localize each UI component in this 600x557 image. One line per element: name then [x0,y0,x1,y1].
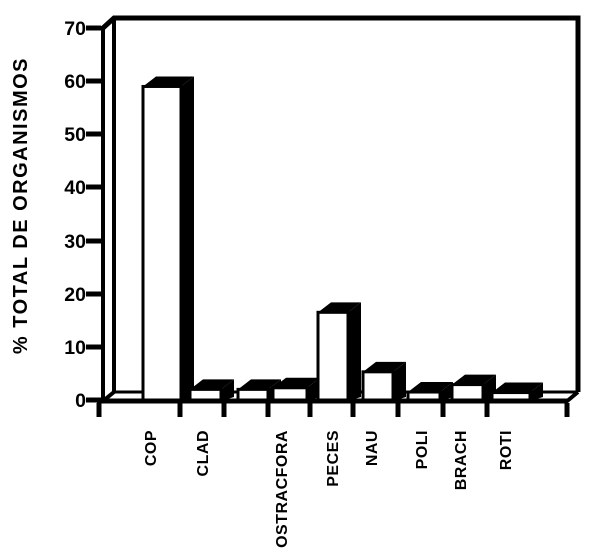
y-tick-label: 50 [64,124,86,146]
y-tick-label: 20 [64,284,86,306]
bar-roti [490,382,543,403]
bar-nau [361,361,406,403]
bars-group [141,76,543,403]
bar-peces [316,302,361,403]
bar-top-shadow [143,76,194,87]
bar-top-shadow [452,374,496,385]
bar-top-shadow [190,379,234,390]
bar-top-shadow [408,382,453,393]
x-axis-label-brach: BRACH [453,430,470,490]
bar-clad [188,379,234,403]
bar-top-shadow [273,377,320,388]
x-axis-label-cop: COP [143,430,160,466]
bar-top-shadow [318,302,361,313]
bar-top-shadow [363,361,406,372]
bar-poli [406,382,453,403]
x-axis-label-ostracfora: OSTRACFORA [274,430,291,548]
y-tick-label: 70 [64,18,86,40]
x-axis-label-roti: ROTI [498,430,515,470]
frame-floor-diagonal-right [564,390,580,404]
y-tick-label: 60 [64,71,86,93]
x-axis-label-poli: POLI [414,430,431,469]
axes-group: 0 10 20 30 40 50 60 70 COP CLAD OSTRACFORA PECES NAU… [64,18,570,548]
bar-side-shadow [348,302,361,401]
bar-brach [450,374,496,403]
y-tick-label: 10 [64,337,86,359]
x-axis-label-clad: CLAD [195,430,212,476]
y-tick-label: 0 [75,390,86,412]
y-tick-label: 30 [64,231,86,253]
frame-back-wall [101,15,581,392]
bar-face [361,370,395,403]
bar-face [141,84,183,403]
y-axis-title: % TOTAL DE ORGANISMOS [10,57,32,354]
bar-cop [141,76,194,403]
bar-side-shadow [440,382,453,401]
bar-side-shadow [530,382,543,401]
bar-unlabeled [236,379,281,403]
x-axis-label-nau: NAU [364,430,381,466]
y-tick-label: 40 [64,177,86,199]
bar-top-shadow [492,382,543,393]
bar-side-shadow [181,76,194,401]
bar-side-shadow [221,379,234,401]
bar-face [316,310,350,403]
bar-top-shadow [238,379,281,390]
x-axis-label-peces: PECES [325,430,342,487]
bar-side-shadow [393,361,406,401]
